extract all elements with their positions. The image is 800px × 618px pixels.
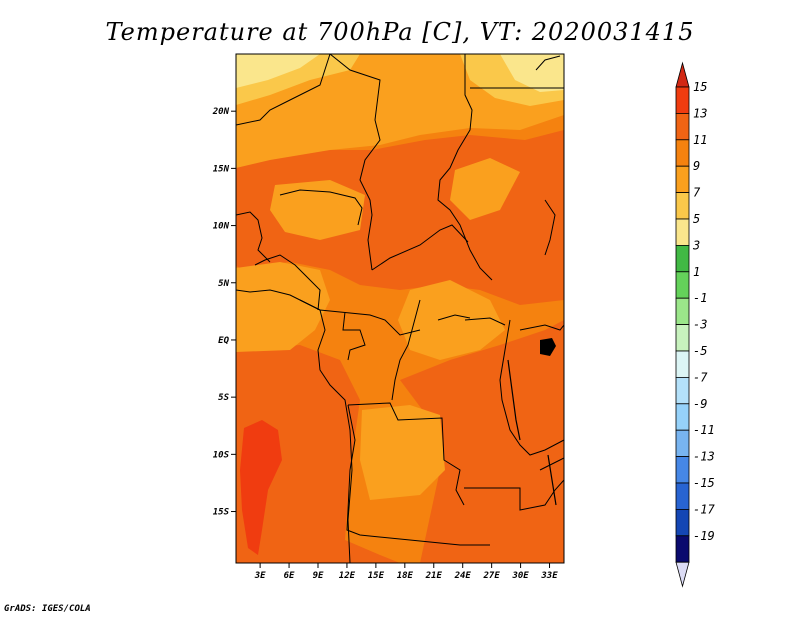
lon-tick-label: 21E — [425, 571, 443, 581]
colorbar-label: 9 — [693, 159, 700, 173]
colorbar-swatch — [675, 324, 690, 352]
colorbar-swatch — [675, 244, 690, 273]
lon-tick-label: 12E — [339, 571, 356, 581]
colorbar-label: 3 — [692, 238, 700, 252]
lon-tick-label: 30E — [511, 571, 529, 581]
colorbar-label: -1 — [693, 291, 707, 305]
temperature-field — [236, 54, 564, 563]
colorbar-swatch — [675, 113, 690, 141]
lat-tick-label: 15S — [213, 508, 230, 518]
lon-tick-label: 3E — [254, 571, 266, 581]
colorbar-swatch — [675, 429, 690, 458]
lon-tick-label: 33E — [540, 571, 558, 581]
lat-tick-label: EQ — [218, 336, 229, 346]
lat-tick-label: 10S — [213, 450, 230, 460]
colorbar-bottom-arrow — [675, 561, 690, 588]
lake-malawi — [547, 454, 557, 506]
field-13-15 — [240, 420, 282, 555]
colorbar-label: 11 — [693, 133, 707, 147]
credit-label: GrADS: IGES/COLA — [4, 604, 91, 614]
lon-tick-label: 27E — [483, 571, 501, 581]
colorbar-swatch — [675, 86, 690, 114]
longitude-axis: 3E 6E 9E 12E 15E 18E 21E 24E 27E 30E 33E — [254, 563, 558, 581]
colorbar-swatch — [675, 456, 690, 484]
colorbar-swatch — [675, 139, 690, 167]
colorbar-swatch — [675, 535, 690, 563]
colorbar-label: 5 — [693, 212, 700, 226]
colorbar-swatch — [675, 508, 690, 537]
lon-tick-label: 9E — [313, 571, 324, 581]
field-11-13-west — [236, 345, 400, 563]
colorbar-swatch — [675, 403, 690, 431]
colorbar-swatch — [675, 192, 690, 220]
field-7-9-angola — [360, 405, 445, 500]
field-11-13-south — [400, 320, 564, 563]
colorbar-swatch — [675, 482, 690, 510]
colorbar-label: -19 — [693, 529, 715, 543]
lat-tick-label: 20N — [212, 107, 230, 117]
colorbar: 15 13 11 9 7 5 3 1 -1 -3 -5 -7 -9 -11 -13 -15 -17 -19 — [675, 61, 715, 588]
lon-tick-label: 18E — [397, 571, 414, 581]
colorbar-label: 1 — [693, 265, 700, 279]
lat-tick-label: 5N — [218, 279, 229, 289]
field-3-5-nw — [236, 54, 320, 88]
field-7-9-ne — [450, 158, 520, 220]
colorbar-swatch — [675, 350, 690, 378]
colorbar-label: -9 — [693, 397, 707, 411]
colorbar-label: -13 — [693, 450, 715, 464]
colorbar-label: 15 — [693, 80, 707, 94]
colorbar-swatch — [675, 218, 690, 246]
coastline — [236, 289, 353, 563]
lake-tanganyika — [507, 359, 521, 441]
colorbar-swatch — [675, 376, 690, 405]
lon-tick-label: 15E — [368, 571, 385, 581]
colorbar-label: -15 — [693, 476, 715, 490]
colorbar-swatch — [675, 271, 690, 299]
field-7-9-center — [398, 280, 505, 360]
colorbar-label: 7 — [693, 186, 701, 200]
map-title: Temperature at 700hPa [C], VT: 202003141… — [105, 18, 695, 46]
lat-tick-label: 5S — [218, 393, 229, 403]
colorbar-top-arrow — [675, 61, 690, 88]
lon-tick-label: 24E — [454, 571, 472, 581]
lon-tick-label: 6E — [284, 571, 295, 581]
lake-victoria — [540, 338, 556, 356]
lat-tick-label: 15N — [213, 164, 230, 174]
colorbar-label: -5 — [693, 344, 707, 358]
colorbar-label: -3 — [693, 318, 707, 332]
colorbar-label: -17 — [693, 502, 715, 516]
latitude-axis: 20N 15N 10N 5N EQ 5S 10S 15S — [212, 107, 236, 518]
colorbar-label: 13 — [693, 106, 707, 120]
colorbar-swatch — [675, 297, 690, 326]
colorbar-label: -7 — [693, 370, 708, 384]
lat-tick-label: 10N — [213, 222, 230, 232]
colorbar-label: -11 — [693, 423, 715, 437]
field-7-9-west — [236, 262, 330, 352]
country-borders — [236, 54, 564, 546]
map-frame — [235, 53, 565, 564]
colorbar-swatch — [675, 165, 690, 193]
field-3-5-ne — [500, 54, 564, 92]
